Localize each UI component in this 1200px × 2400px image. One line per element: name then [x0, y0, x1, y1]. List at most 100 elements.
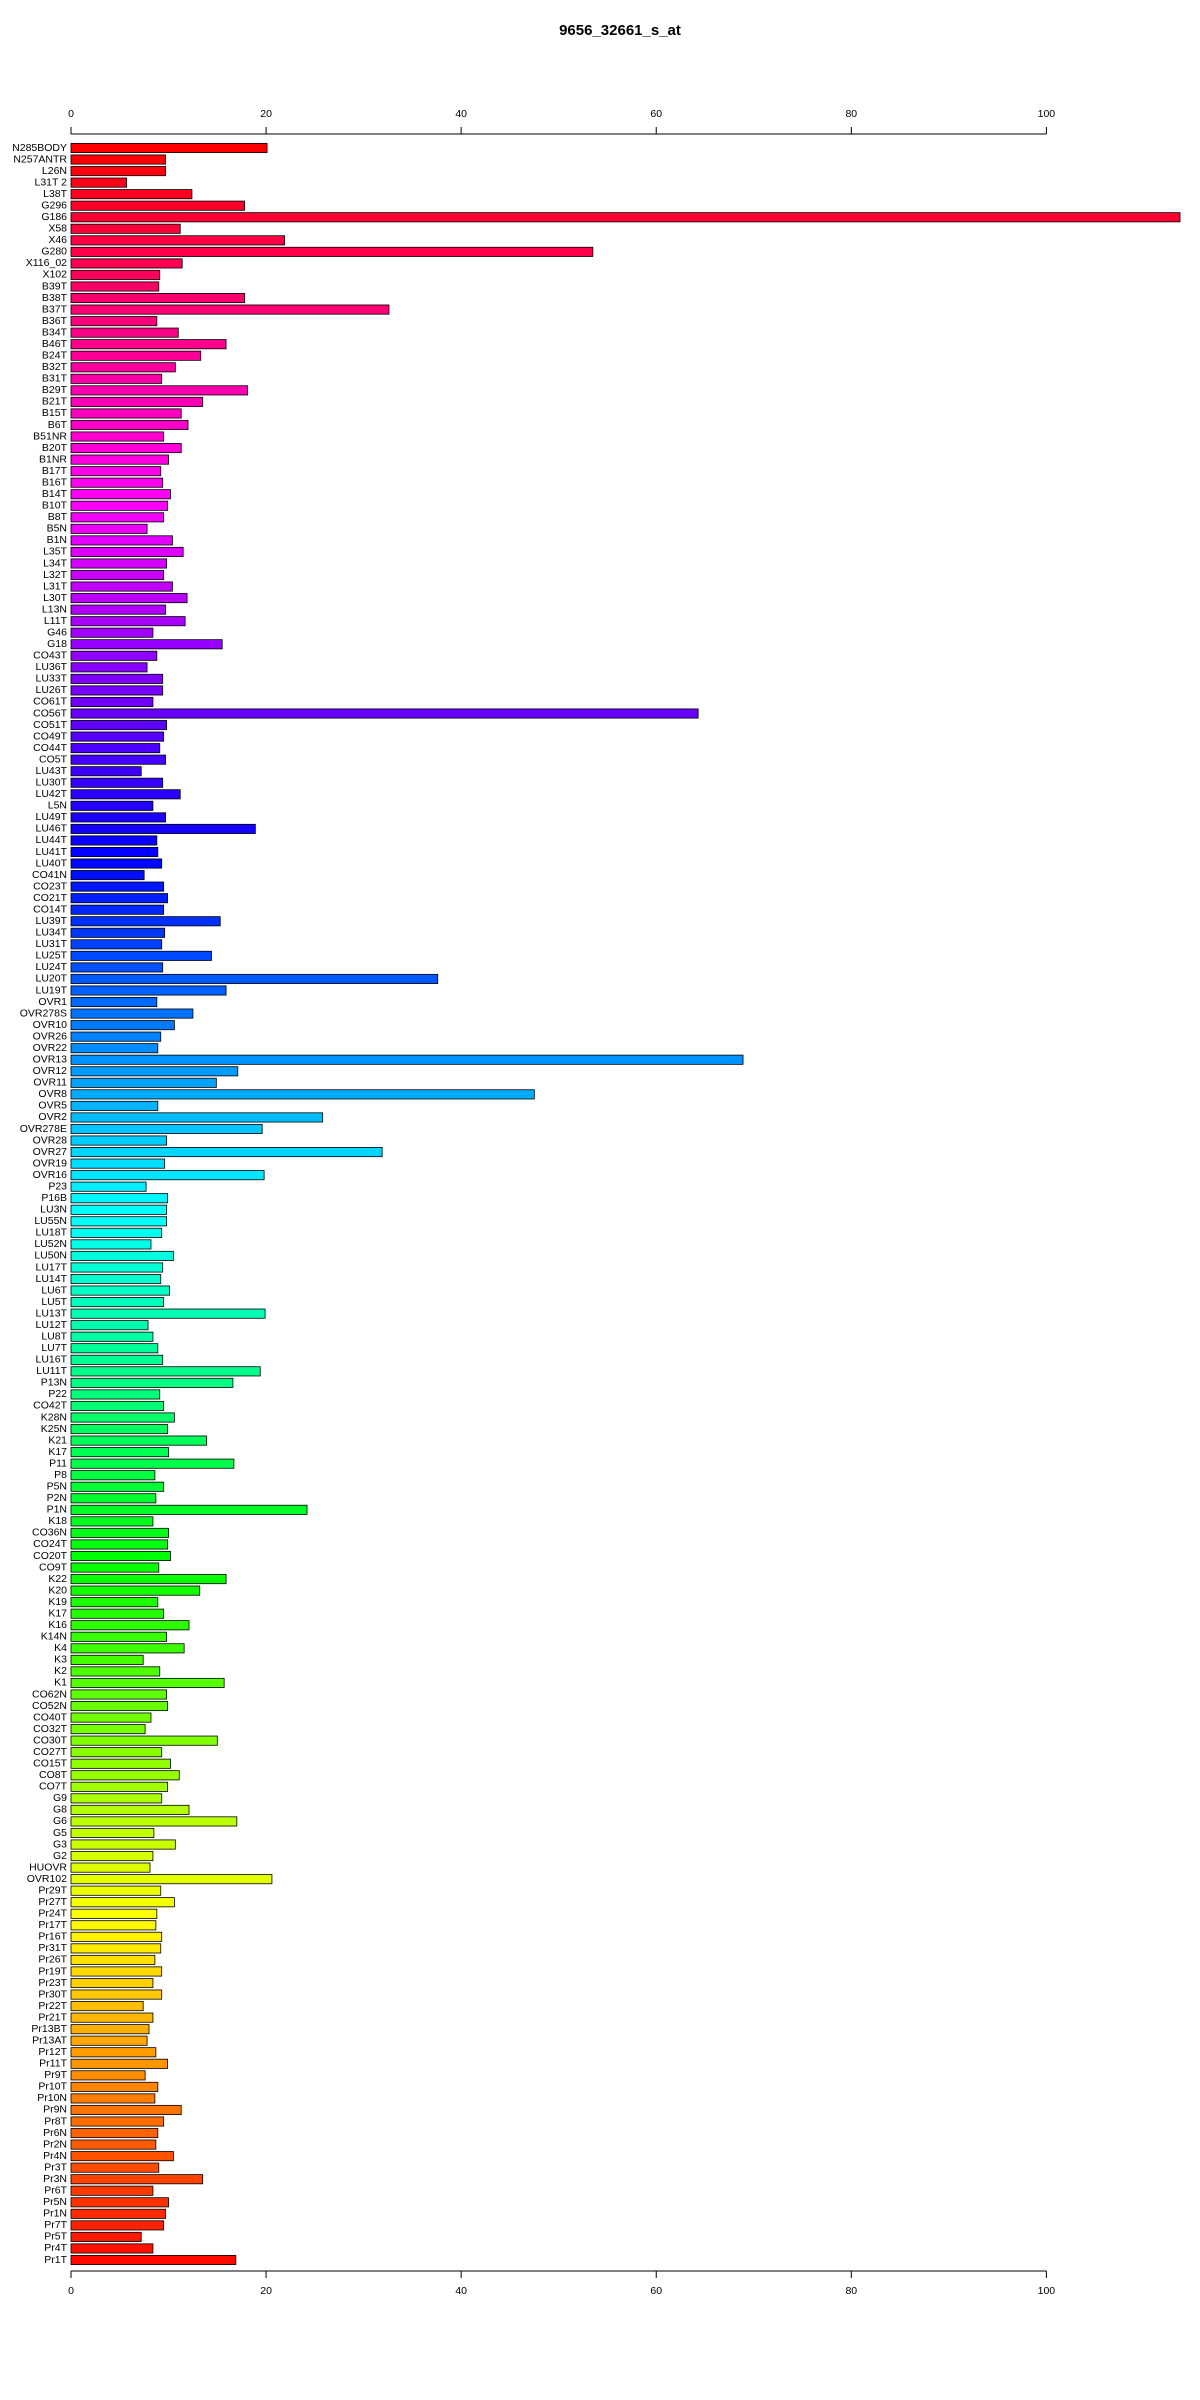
bar	[70, 546, 184, 557]
y-tick-label: B34T	[42, 326, 68, 338]
x-tick-label: 80	[845, 2285, 857, 2297]
bar	[70, 316, 158, 327]
y-tick-label: CO32T	[33, 1723, 67, 1735]
bar	[70, 1435, 207, 1446]
bar	[70, 1112, 324, 1123]
bar	[70, 1389, 161, 1400]
y-tick-label: Pr27T	[38, 1896, 67, 1908]
y-tick-label: Pr26T	[38, 1954, 67, 1966]
bar	[70, 950, 212, 961]
y-tick-label: LU36T	[35, 661, 67, 673]
y-tick-label: CO14T	[33, 903, 67, 915]
bar	[70, 1978, 154, 1989]
bar	[70, 1123, 263, 1134]
y-tick-label: B14T	[42, 488, 68, 500]
bar	[70, 2243, 154, 2254]
y-tick-label: LU11T	[36, 1365, 67, 1377]
bar	[70, 1747, 163, 1758]
y-tick-label: G296	[41, 199, 67, 211]
x-tick-label: 40	[455, 108, 467, 120]
y-tick-label: L30T	[43, 592, 68, 604]
y-tick-label: K18	[48, 1515, 67, 1527]
y-tick-label: Pr3T	[44, 2161, 67, 2173]
bar	[70, 419, 189, 431]
y-tick-label: Pr4N	[43, 2150, 67, 2162]
y-tick-label: Pr1T	[44, 2254, 67, 2266]
y-tick-label: B20T	[42, 442, 68, 454]
bar	[70, 1701, 168, 1712]
y-tick-label: LU34T	[35, 927, 67, 939]
bar	[70, 1412, 175, 1423]
bar	[70, 466, 162, 477]
bar	[70, 581, 173, 592]
bar	[70, 1827, 155, 1838]
bar	[70, 673, 164, 684]
bar	[70, 881, 165, 892]
bar	[70, 1274, 162, 1285]
bar	[70, 1054, 744, 1065]
bar	[70, 997, 158, 1008]
y-tick-label: CO51T	[33, 719, 67, 731]
y-tick-label: G9	[53, 1792, 67, 1804]
y-tick-label: LU19T	[35, 984, 67, 996]
bar	[70, 1666, 161, 1677]
y-tick-label: Pr12T	[38, 2046, 67, 2058]
y-tick-label: L26N	[42, 165, 67, 177]
y-tick-label: B39T	[42, 280, 68, 292]
y-tick-label: OVR278S	[20, 1007, 67, 1019]
y-tick-label: Pr21T	[38, 2011, 67, 2023]
bar	[70, 1470, 156, 1481]
bar	[70, 1077, 217, 1088]
bar	[70, 766, 142, 777]
y-tick-label: P8	[54, 1469, 67, 1481]
y-tick-label: K20	[48, 1584, 67, 1596]
y-tick-label: K4	[54, 1642, 67, 1654]
y-tick-label: OVR5	[38, 1100, 67, 1112]
y-tick-label: B16T	[42, 476, 68, 488]
y-tick-label: X116_02	[26, 257, 67, 269]
bar	[70, 846, 159, 858]
bar	[70, 2185, 154, 2196]
bar	[70, 350, 202, 361]
y-tick-label: LU25T	[35, 950, 67, 962]
bar	[70, 1816, 238, 1827]
bar	[70, 443, 182, 454]
y-tick-label: P22	[48, 1388, 67, 1400]
y-tick-label: B32T	[42, 361, 68, 373]
bar	[70, 1770, 180, 1781]
bar	[70, 2197, 169, 2208]
y-tick-label: CO41N	[32, 869, 67, 881]
bar	[70, 2254, 237, 2266]
bar	[70, 662, 148, 673]
bar	[70, 373, 163, 384]
y-tick-label: L31T 2	[35, 176, 68, 188]
y-tick-label: K22	[48, 1573, 67, 1585]
y-tick-label: B46T	[42, 338, 68, 350]
bar	[70, 246, 594, 257]
bar	[70, 1227, 163, 1238]
y-tick-label: LU20T	[35, 973, 67, 985]
x-tick-label: 60	[650, 108, 662, 120]
y-tick-label: Pr23T	[38, 1977, 67, 1989]
y-tick-label: Pr11T	[39, 2058, 67, 2070]
y-tick-label: Pr17T	[38, 1919, 67, 1931]
bar	[70, 1781, 168, 1792]
bar	[70, 1631, 167, 1642]
bar	[70, 1862, 151, 1873]
y-tick-label: K3	[54, 1654, 67, 1666]
bar	[70, 985, 227, 996]
y-tick-label: LU5T	[41, 1296, 67, 1308]
bar	[70, 2128, 159, 2139]
bar	[70, 1931, 163, 1942]
y-tick-label: LU31T	[35, 938, 67, 950]
y-tick-label: Pr24T	[38, 1908, 67, 1920]
y-tick-label: Pr8T	[44, 2115, 67, 2127]
y-tick-label: Pr13BT	[31, 2023, 67, 2035]
y-tick-label: CO27T	[33, 1746, 67, 1758]
y-tick-label: B6T	[48, 419, 68, 431]
bar	[70, 604, 167, 615]
bar	[70, 1400, 165, 1411]
x-tick-label: 0	[68, 2285, 74, 2297]
y-tick-label: Pr6T	[44, 2185, 67, 2197]
